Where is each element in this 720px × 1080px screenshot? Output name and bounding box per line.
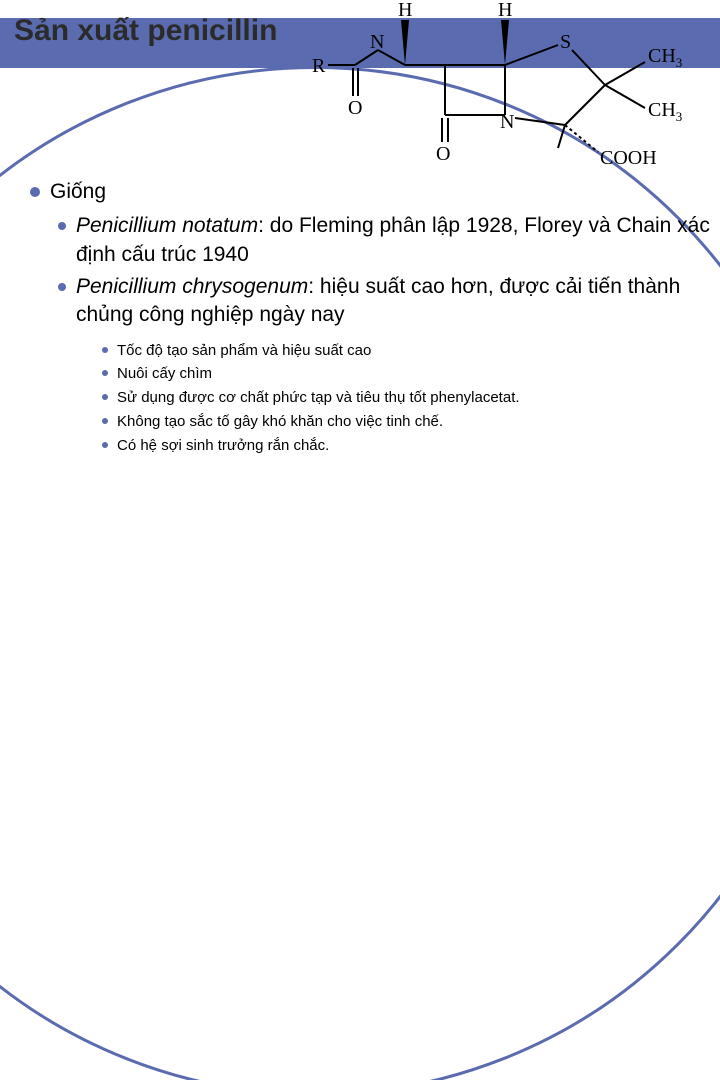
bullet-l2b-text: Penicillium chrysogenum: hiệu suất cao h… [76, 273, 710, 330]
bullet-dot [102, 418, 108, 424]
bullet-level2: Penicillium notatum: do Fleming phân lập… [58, 212, 710, 269]
bullet-dot [30, 187, 40, 197]
penicillin-structure: R O H N O H N S CH3 CH3 COOH [310, 0, 720, 170]
slide-title: Sản xuất penicillin [14, 14, 277, 48]
chem-label-O-left: O [348, 97, 362, 119]
chem-label-O-bottom: O [436, 143, 450, 165]
bullet-level3: Có hệ sợi sinh trưởng rắn chắc. [102, 435, 710, 457]
bullet-level3: Sử dụng được cơ chất phức tạp và tiêu th… [102, 387, 710, 409]
chem-label-R: R [312, 55, 326, 77]
bullet-dot [102, 347, 108, 353]
chem-label-N-ring: N [500, 111, 514, 133]
bullet-level2: Penicillium chrysogenum: hiệu suất cao h… [58, 273, 710, 330]
chem-label-CH3-bot: CH3 [648, 99, 682, 124]
bullet-level3: Không tạo sắc tố gây khó khăn cho việc t… [102, 411, 710, 433]
bullet-l1-text: Giống [50, 178, 106, 206]
bullet-level1: Giống [30, 178, 710, 206]
bullet-dot [102, 394, 108, 400]
chem-label-COOH: COOH [600, 147, 657, 169]
bullet-l3-2-text: Nuôi cấy chìm [117, 363, 212, 385]
bullet-dot [102, 370, 108, 376]
bullet-l3-1-text: Tốc độ tạo sản phẩm và hiệu suất cao [117, 340, 371, 362]
content-area: Giống Penicillium notatum: do Fleming ph… [30, 178, 710, 458]
bullet-l2a-text: Penicillium notatum: do Fleming phân lập… [76, 212, 710, 269]
bullet-level3: Tốc độ tạo sản phẩm và hiệu suất cao [102, 340, 710, 362]
chem-label-S: S [560, 31, 571, 53]
chem-label-H-left: H [398, 0, 412, 21]
chem-label-CH3-top: CH3 [648, 45, 682, 70]
bullet-l3-3-text: Sử dụng được cơ chất phức tạp và tiêu th… [117, 387, 520, 409]
bullet-dot [58, 222, 66, 230]
bullet-dot [58, 283, 66, 291]
bullet-l3-4-text: Không tạo sắc tố gây khó khăn cho việc t… [117, 411, 443, 433]
bullet-dot [102, 442, 108, 448]
chem-label-H-right: H [498, 0, 512, 21]
bullet-l3-5-text: Có hệ sợi sinh trưởng rắn chắc. [117, 435, 329, 457]
bullet-level3: Nuôi cấy chìm [102, 363, 710, 385]
chem-label-N-left: N [370, 31, 384, 53]
